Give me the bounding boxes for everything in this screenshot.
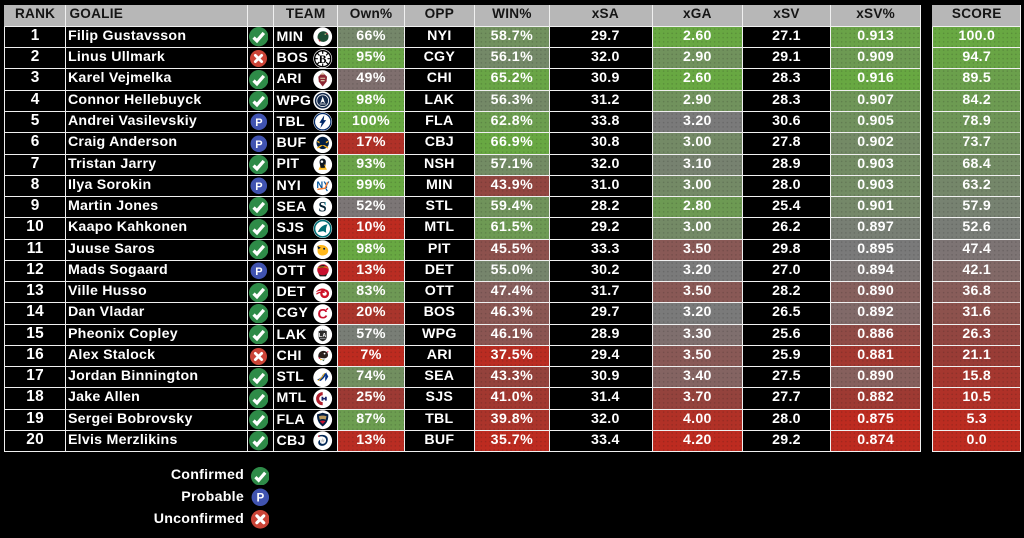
svg-text:LA: LA: [319, 333, 327, 339]
svg-text:S: S: [319, 200, 327, 216]
svg-text:P: P: [255, 117, 263, 129]
svg-text:B: B: [319, 52, 327, 65]
svg-text:C: C: [318, 305, 328, 321]
svg-text:P: P: [255, 138, 263, 150]
svg-text:NY: NY: [317, 180, 330, 190]
svg-text:P: P: [255, 181, 263, 193]
svg-text:P: P: [256, 492, 264, 505]
svg-text:P: P: [255, 266, 263, 278]
